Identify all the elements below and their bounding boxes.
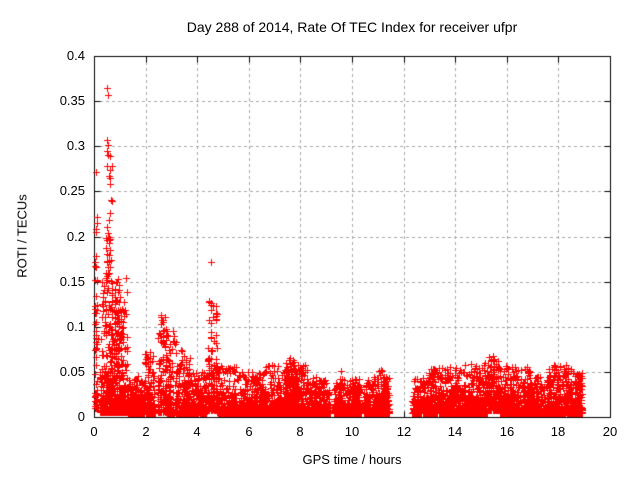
y-tick-label: 0.05 — [59, 364, 85, 379]
x-tick-label: 2 — [142, 424, 150, 439]
x-tick-label: 6 — [245, 424, 253, 439]
x-tick-label: 14 — [447, 424, 463, 439]
x-tick-label: 18 — [550, 424, 566, 439]
x-tick-label: 10 — [344, 424, 360, 439]
x-tick-label: 16 — [499, 424, 515, 439]
y-axis-label: ROTI / TECUs — [14, 194, 30, 278]
x-tick-label: 0 — [90, 424, 98, 439]
y-tick-label: 0.3 — [66, 138, 85, 153]
y-tick-label: 0.2 — [66, 229, 85, 244]
y-tick-label: 0.4 — [66, 48, 85, 63]
y-tick-label: 0.25 — [59, 183, 85, 198]
x-axis-label: GPS time / hours — [302, 452, 402, 467]
x-tick-label: 8 — [296, 424, 304, 439]
x-tick-label: 12 — [396, 424, 412, 439]
y-tick-label: 0.1 — [66, 319, 85, 334]
y-tick-label: 0.35 — [59, 93, 85, 108]
chart-title: Day 288 of 2014, Rate Of TEC Index for r… — [186, 19, 518, 35]
x-tick-label: 4 — [193, 424, 201, 439]
y-tick-label: 0 — [77, 409, 85, 424]
y-tick-label: 0.15 — [59, 274, 85, 289]
x-tick-label: 20 — [602, 424, 618, 439]
